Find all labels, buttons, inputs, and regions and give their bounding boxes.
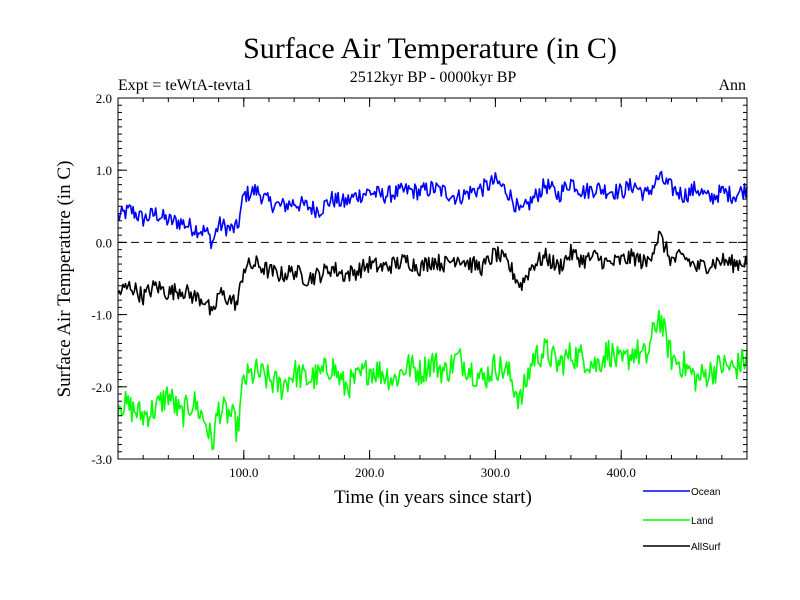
legend: Ocean Land AllSurf [643,487,721,553]
x-tick-label: 200.0 [355,465,384,480]
series-line-land [117,309,748,451]
y-tick-label: 1.0 [96,163,112,178]
y-tick-label: -1.0 [91,308,112,323]
plot-axes-group: -3.0 -2.0 -1.0 0.0 1.0 2.0 100.0 200.0 300.0 400.… [91,91,748,480]
x-axis-label: Time (in years since start) [334,487,532,508]
x-tick-label: 300.0 [481,465,510,480]
y-tick-label: 0.0 [96,235,112,250]
y-tick-label: -3.0 [91,452,112,467]
chart-title: Surface Air Temperature (in C) [243,32,617,65]
y-tick-label: 2.0 [96,91,112,106]
series-line-ocean [117,170,748,250]
y-tick-label: -2.0 [91,380,112,395]
plot-series-group [117,170,748,451]
chart-subtitle: 2512kyr BP - 0000kyr BP [350,69,517,86]
y-axis-label: Surface Air Temperature (in C) [54,161,75,398]
legend-label-ocean: Ocean [691,487,720,498]
x-tick-label: 100.0 [229,465,258,480]
x-tick-label: 400.0 [607,465,636,480]
series-line-allsurf [117,230,748,316]
expt-label: Expt = teWtA-tevta1 [118,77,252,94]
legend-label-land: Land [691,516,713,527]
legend-label-allsurf: AllSurf [691,542,721,553]
period-label: Ann [718,77,746,94]
